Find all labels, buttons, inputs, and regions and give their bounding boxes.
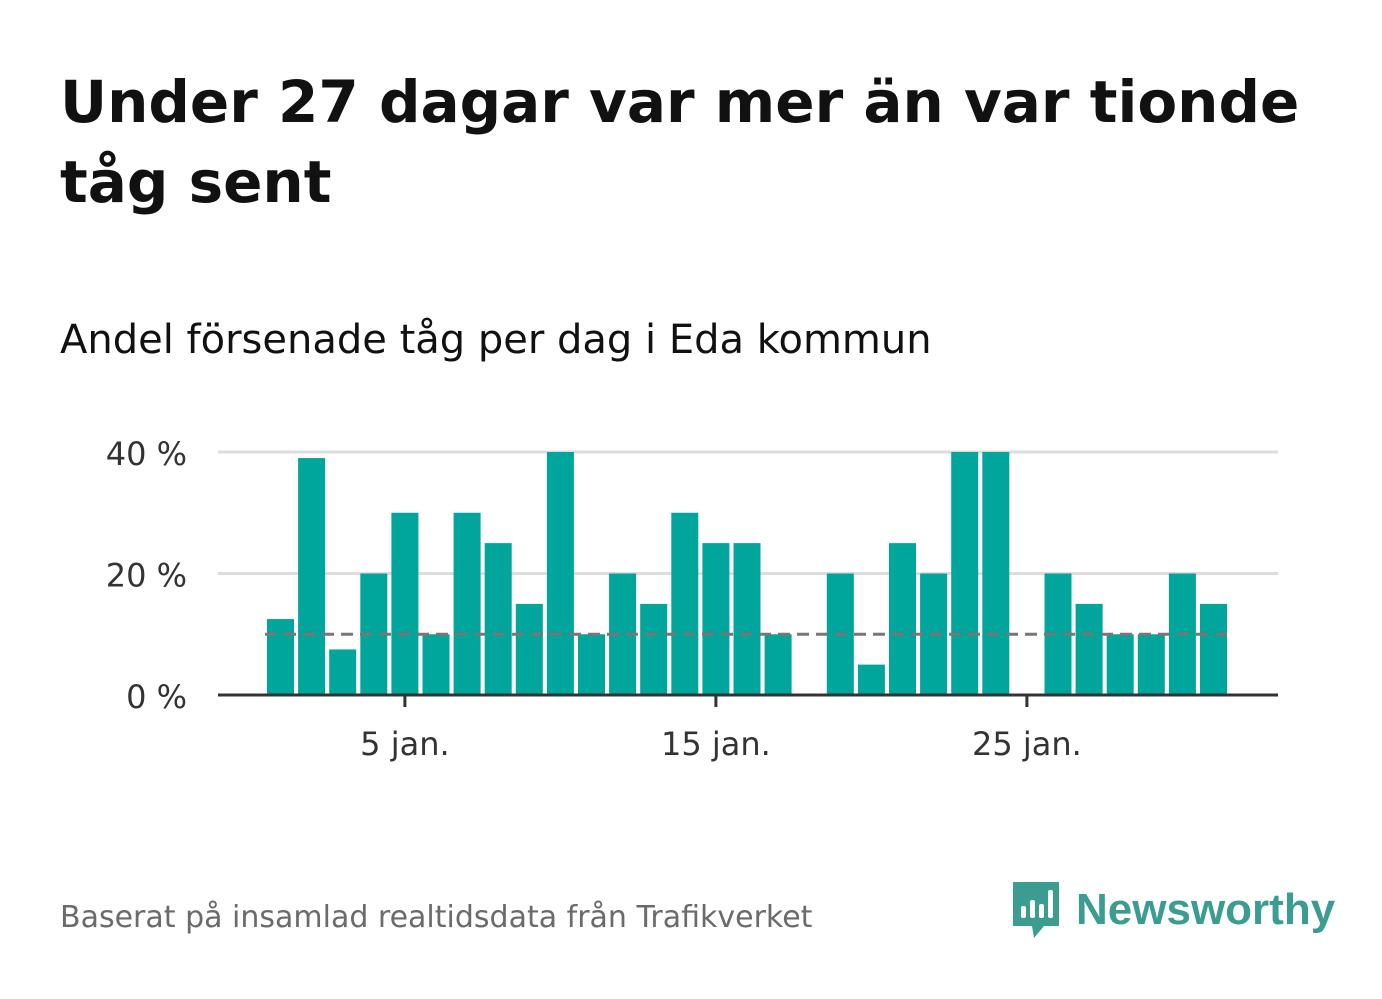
bar	[515, 603, 543, 695]
newsworthy-bar-chart-bubble-icon	[1013, 882, 1059, 938]
source-note: Baserat på insamlad realtidsdata från Tr…	[60, 900, 813, 935]
x-tick-label: 5 jan.	[360, 725, 449, 763]
bar	[391, 512, 419, 695]
bar	[857, 664, 885, 695]
bar	[484, 543, 512, 695]
bar	[951, 452, 979, 695]
bar	[1200, 603, 1227, 695]
bar-chart: 0 % 20 % 40 % 5 jan. 15 jan. 25 jan.	[106, 435, 1278, 763]
bar	[1075, 603, 1103, 695]
bar	[422, 634, 450, 695]
y-tick-label: 40 %	[106, 435, 187, 473]
bar	[546, 452, 574, 695]
newsworthy-logo[interactable]: Newsworthy	[1010, 878, 1335, 942]
bar	[671, 512, 699, 695]
x-axis: 5 jan. 15 jan. 25 jan.	[218, 693, 1278, 763]
y-tick-label: 0 %	[126, 678, 187, 716]
bar	[764, 634, 792, 695]
bar	[889, 543, 916, 695]
bar	[267, 619, 294, 695]
bar	[702, 543, 730, 695]
brand-name: Newsworthy	[1076, 885, 1336, 934]
bars	[267, 452, 1227, 695]
bar	[329, 649, 357, 695]
bar	[1137, 634, 1165, 695]
bar	[640, 603, 668, 695]
bar	[733, 543, 761, 695]
chart-title: Under 27 dagar var mer än var tionde tåg…	[60, 68, 1300, 216]
bar	[578, 634, 605, 695]
bar	[982, 452, 1010, 695]
bar	[1106, 634, 1134, 695]
chart-subtitle: Andel försenade tåg per dag i Eda kommun	[60, 317, 932, 363]
x-tick-label: 15 jan.	[661, 725, 771, 763]
bar	[298, 458, 326, 695]
bar	[453, 512, 481, 695]
y-axis-ticks: 0 % 20 % 40 %	[106, 435, 187, 716]
x-tick-label: 25 jan.	[972, 725, 1082, 763]
y-tick-label: 20 %	[106, 557, 187, 595]
